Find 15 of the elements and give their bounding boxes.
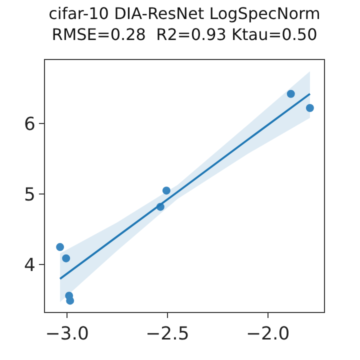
y-tick-label: 5 — [24, 184, 36, 206]
point — [286, 90, 295, 98]
y-tick-label: 6 — [24, 114, 36, 135]
chart-subtitle: RMSE=0.28 R2=0.93 Ktau=0.50 — [52, 24, 318, 44]
chart-title: cifar-10 DIA-ResNet LogSpecNorm — [48, 4, 320, 24]
point — [306, 104, 314, 112]
point — [56, 243, 64, 252]
point — [162, 186, 170, 195]
y-tick-label: 4 — [24, 255, 36, 276]
point — [66, 296, 74, 305]
x-tick-label: −2.0 — [246, 324, 290, 345]
x-tick-label: −3.0 — [45, 324, 89, 345]
point — [62, 254, 70, 262]
x-tick-label: −2.5 — [146, 324, 190, 345]
line-series — [59, 92, 311, 280]
